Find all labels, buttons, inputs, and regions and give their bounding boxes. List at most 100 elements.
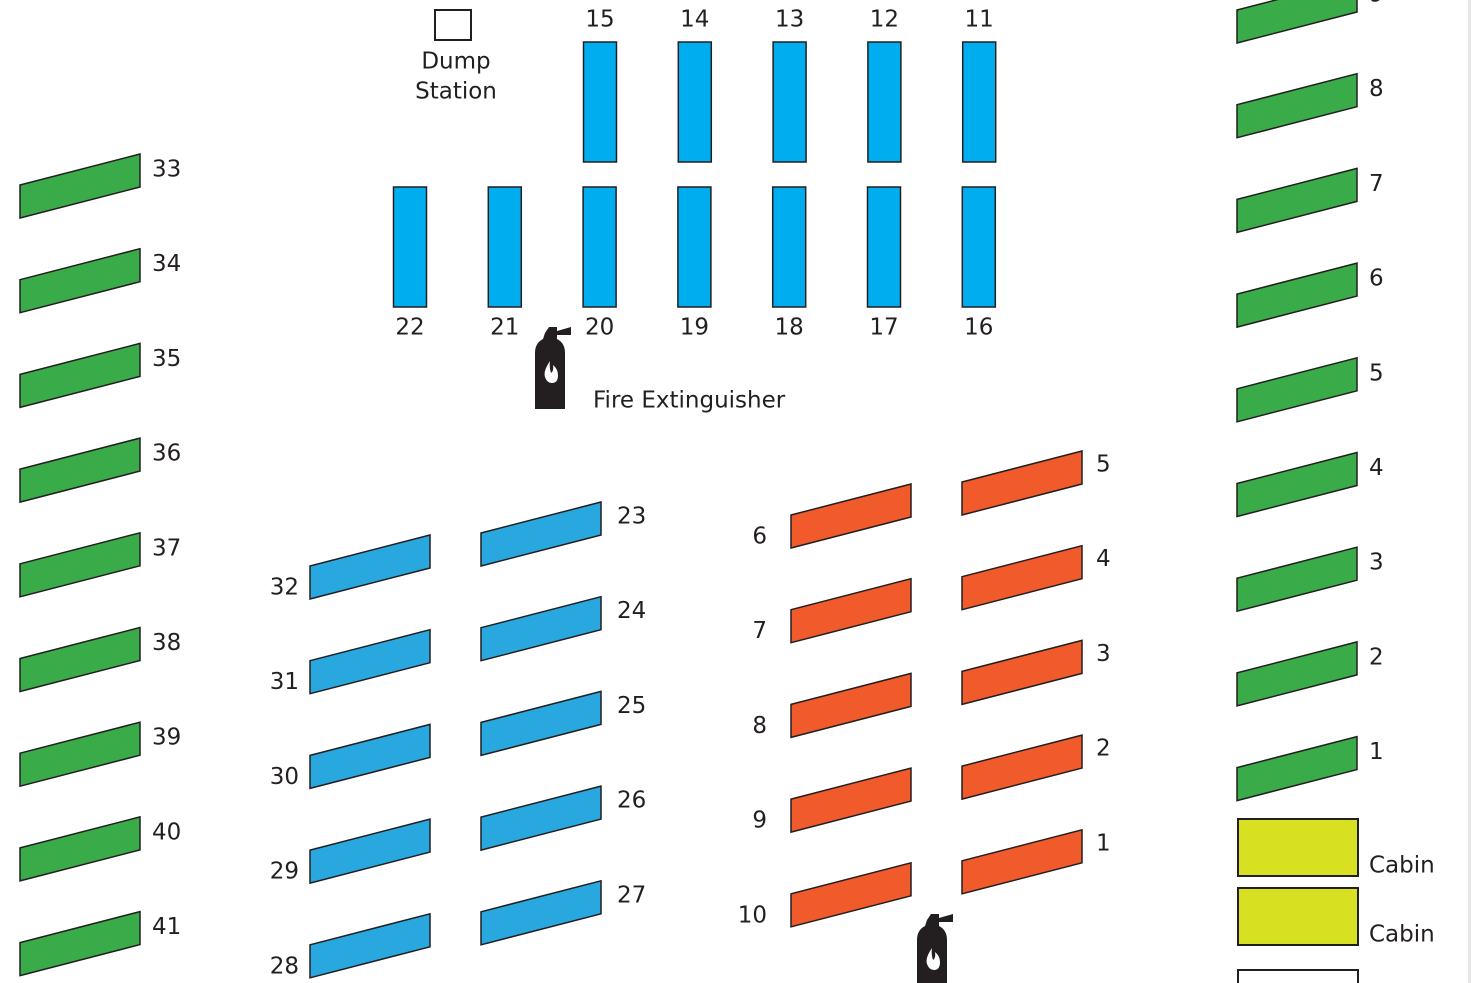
site (790, 483, 912, 549)
site-label: 11 (965, 7, 994, 33)
edge (1468, 0, 1471, 983)
site (309, 912, 431, 979)
site (961, 544, 1083, 611)
site-label: 5 (1096, 452, 1111, 478)
site-label: 9 (1369, 0, 1384, 8)
site-label: 31 (270, 669, 299, 695)
site-label: 30 (270, 764, 299, 790)
site (677, 41, 713, 163)
site-label: 36 (152, 441, 181, 467)
site (867, 41, 902, 163)
site (1236, 451, 1358, 518)
site-label: 17 (869, 315, 898, 341)
site (771, 186, 807, 308)
site-label: 23 (617, 504, 646, 530)
site-label: 3 (1096, 641, 1111, 667)
site (309, 628, 431, 695)
site-label: 39 (152, 725, 181, 751)
site-label: 26 (617, 788, 646, 814)
site-label: 25 (617, 693, 646, 719)
site-label: 14 (680, 7, 709, 33)
site-label: 34 (152, 251, 181, 277)
site (1236, 167, 1358, 234)
site (1236, 735, 1358, 802)
site-label: 19 (680, 315, 709, 341)
cabin-label: Cabin (1369, 922, 1435, 948)
site-label: 7 (1369, 171, 1384, 197)
site-label: 2 (1369, 644, 1384, 670)
site (772, 41, 807, 163)
site (1236, 640, 1358, 707)
site (790, 577, 912, 644)
cabin (1237, 818, 1359, 877)
site-label: 16 (964, 315, 993, 341)
site (19, 626, 141, 693)
site-label: 33 (152, 157, 181, 183)
site (790, 672, 912, 739)
site-label: 4 (1369, 455, 1384, 481)
site (961, 450, 1083, 516)
site-label: 1 (1096, 830, 1111, 856)
dump-station-label: Station (415, 79, 497, 105)
site (480, 785, 602, 852)
site-label: 15 (585, 7, 614, 33)
site (582, 186, 617, 308)
site-label: 24 (617, 598, 646, 624)
site (790, 767, 912, 834)
site-label: 38 (152, 630, 181, 656)
site-label: 3 (1369, 550, 1384, 576)
site-label: 8 (752, 713, 767, 739)
site (1236, 546, 1358, 613)
site (1236, 72, 1358, 139)
site (19, 437, 141, 504)
site (961, 41, 997, 163)
site-label: 9 (752, 808, 767, 834)
site-label: 7 (752, 618, 767, 644)
site (790, 861, 912, 928)
site (1236, 0, 1358, 44)
site (309, 534, 431, 600)
site (1236, 262, 1358, 329)
site-label: 4 (1096, 546, 1111, 572)
site-label: 8 (1369, 76, 1384, 102)
dump-station-label: Dump (421, 49, 490, 75)
site (19, 247, 141, 314)
site (19, 531, 141, 598)
cabin (1237, 887, 1359, 946)
site (19, 342, 141, 409)
site (19, 815, 141, 882)
site (480, 690, 602, 757)
site (961, 639, 1083, 706)
cabin-label: Cabin (1369, 853, 1435, 879)
site-label: 40 (152, 819, 181, 845)
site-label: 10 (738, 902, 767, 928)
site (961, 186, 997, 308)
site-label: 41 (152, 914, 181, 940)
site-label: 6 (752, 524, 767, 550)
site (480, 501, 602, 567)
site (677, 186, 712, 308)
site-label: 22 (395, 315, 424, 341)
fire-extinguisher-icon (535, 327, 571, 409)
dump-station-box (434, 9, 472, 41)
site (866, 186, 902, 308)
site-label: 32 (270, 575, 299, 601)
site (480, 879, 602, 946)
cabin-box (1237, 969, 1359, 983)
site-label: 12 (870, 7, 899, 33)
site (19, 153, 141, 219)
site-label: 28 (270, 953, 299, 979)
site-label: 20 (585, 315, 614, 341)
site (582, 41, 618, 163)
fire-extinguisher-icon (917, 914, 953, 983)
site (392, 186, 428, 308)
site (19, 721, 141, 788)
site-label: 35 (152, 346, 181, 372)
site-label: 6 (1369, 266, 1384, 292)
site (480, 595, 602, 662)
site (961, 828, 1083, 895)
site-label: 5 (1369, 360, 1384, 386)
site-label: 27 (617, 882, 646, 908)
site (1236, 356, 1358, 423)
